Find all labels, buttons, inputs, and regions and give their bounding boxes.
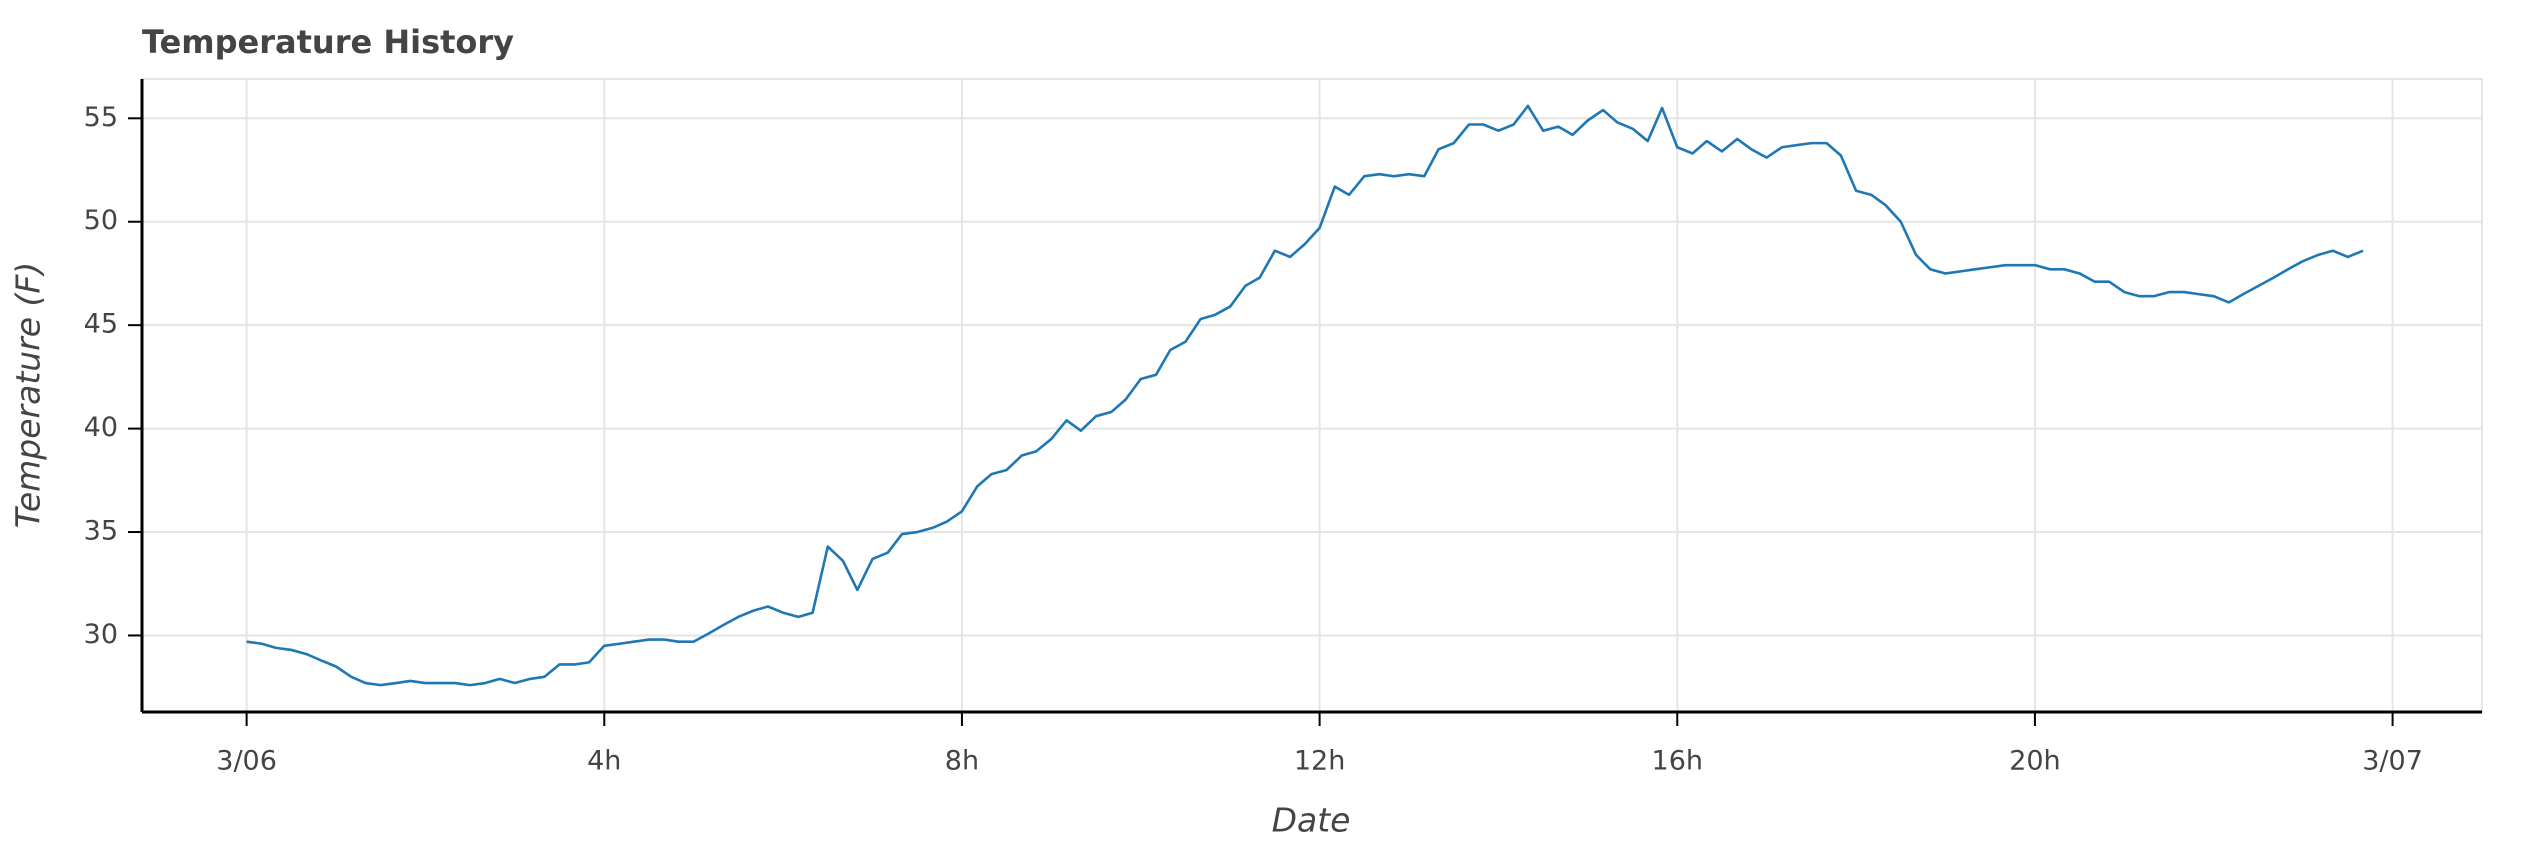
chart-title: Temperature History xyxy=(142,23,514,61)
x-tick-label: 20h xyxy=(2009,746,2060,777)
y-tick-label: 35 xyxy=(84,516,118,547)
x-tick-label: 4h xyxy=(587,746,621,777)
x-axis-label: Date xyxy=(1272,801,1351,840)
line xyxy=(246,104,2364,687)
y-tick-label: 30 xyxy=(84,619,118,650)
plot-frame xyxy=(141,78,2483,713)
x-tick-label: 3/07 xyxy=(2362,746,2423,777)
x-tick-label: 16h xyxy=(1652,746,1703,777)
x-tick-label: 3/06 xyxy=(216,746,277,777)
x-tick-label: 8h xyxy=(945,746,979,777)
y-tick-label: 50 xyxy=(84,205,118,236)
y-tick-label: 45 xyxy=(84,309,118,340)
y-axis-label: Temperature (F) xyxy=(9,262,48,529)
x-tick-label: 12h xyxy=(1294,746,1345,777)
y-tick-label: 40 xyxy=(84,412,118,443)
y-tick-label: 55 xyxy=(84,102,118,133)
